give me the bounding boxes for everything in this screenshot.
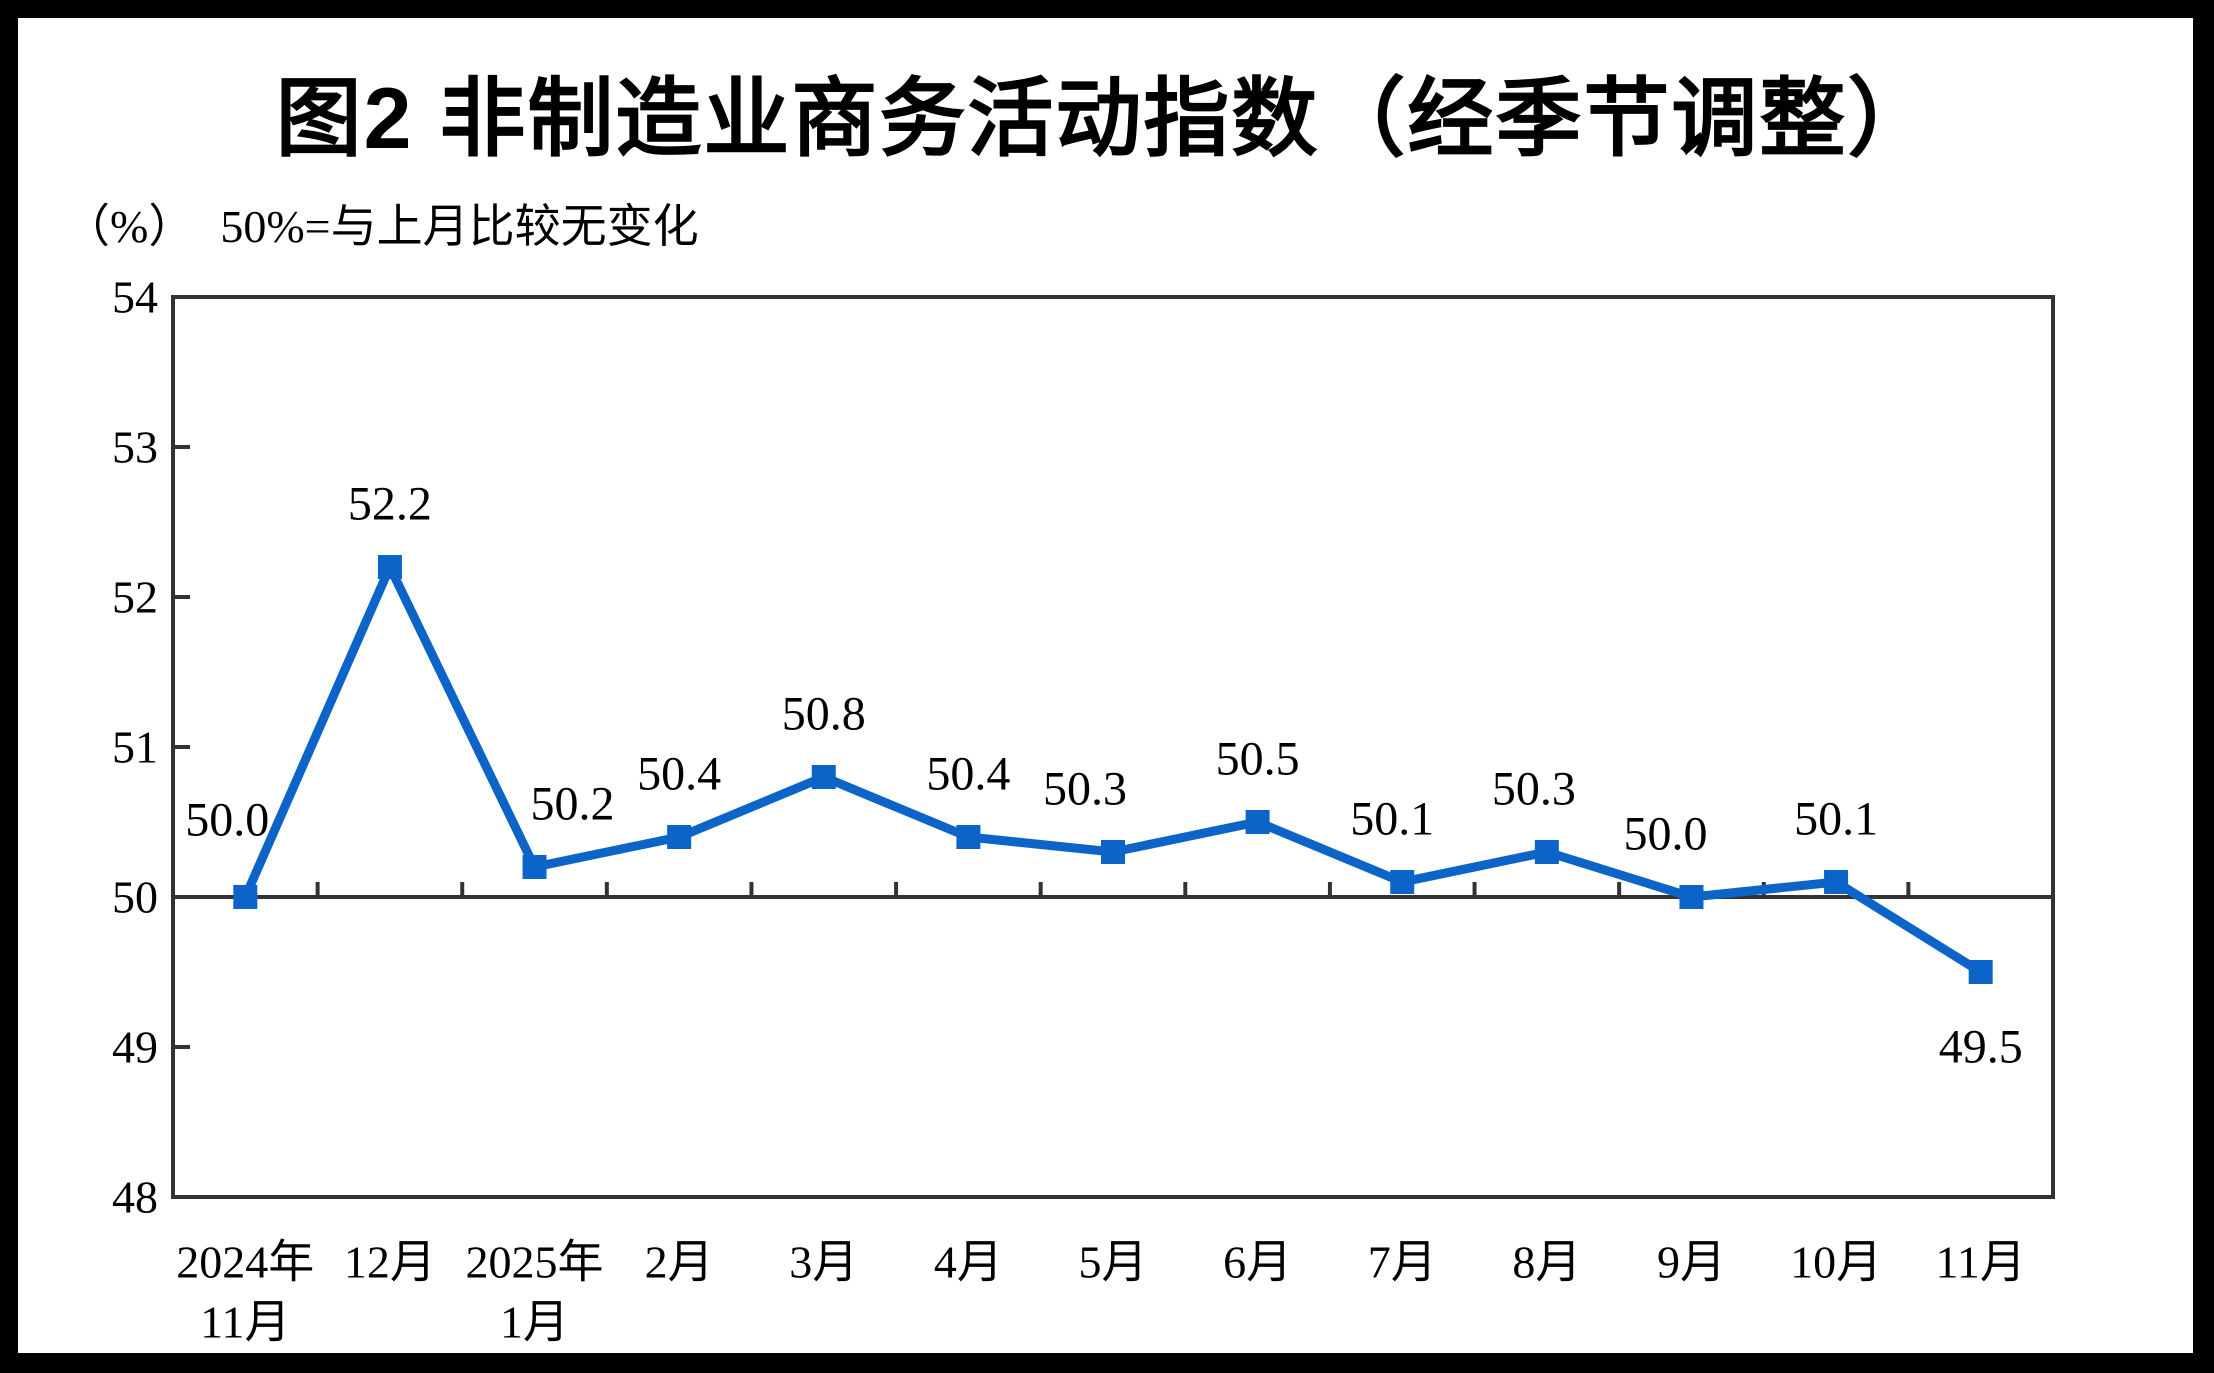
data-point-12月 — [377, 555, 402, 579]
plot-border — [171, 295, 2055, 1199]
y-tick-label: 51 — [112, 722, 158, 773]
x-tick-label-2月: 2月 — [645, 1237, 714, 1288]
x-tick-label-10月: 10月 — [1790, 1237, 1882, 1288]
x-tick-label-9月: 9月 — [1657, 1237, 1726, 1288]
data-label-5月: 50.3 — [1043, 763, 1127, 816]
data-point-2月 — [667, 825, 692, 849]
data-label-9月: 50.0 — [1623, 808, 1707, 861]
data-point-9月 — [1679, 885, 1704, 909]
data-point-5月 — [1101, 840, 1125, 864]
y-tick-label: 54 — [112, 272, 158, 323]
x-tick-label-2024年11月: 2024年 — [176, 1237, 314, 1288]
chart-page: 图2 非制造业商务活动指数（经季节调整） （%） 50%=与上月比较无变化 54 5… — [18, 18, 2193, 1353]
data-point-7月 — [1390, 870, 1415, 894]
data-label-6月: 50.5 — [1216, 733, 1300, 786]
y-axis-unit-label: （%） — [64, 201, 195, 252]
x-tick-label-4月: 4月 — [934, 1237, 1003, 1288]
data-label-8月: 50.3 — [1492, 763, 1576, 816]
x-tick-label-2025年1月: 2025年 — [466, 1237, 604, 1288]
data-label-3月: 50.8 — [782, 688, 866, 741]
data-label-11月: 49.5 — [1939, 1021, 2023, 1074]
x-tick-label-11月: 11月 — [1936, 1237, 2026, 1288]
data-point-11月 — [1968, 960, 1993, 984]
data-label-10月: 50.1 — [1794, 793, 1878, 846]
y-tick-label: 52 — [112, 572, 158, 623]
data-point-8月 — [1534, 840, 1559, 864]
x-tick-label-2024年11月: 11月 — [200, 1297, 290, 1348]
data-point-2025年1月 — [522, 855, 547, 879]
y-tick-label: 48 — [112, 1172, 158, 1223]
non-manufacturing-pmi-line-chart: 54 53 52 51 50 49 48 50.0 52.2 50.2 50.4 50.8 50.4 50… — [112, 272, 2055, 1348]
x-tick-label-12月: 12月 — [344, 1237, 436, 1288]
x-tick-label-3月: 3月 — [789, 1237, 858, 1288]
data-point-10月 — [1824, 870, 1849, 894]
x-tick-label-5月: 5月 — [1079, 1237, 1148, 1288]
x-tick-label-6月: 6月 — [1223, 1237, 1292, 1288]
data-label-4月: 50.4 — [926, 748, 1010, 801]
chart-title: 图2 非制造业商务活动指数（经季节调整） — [275, 71, 1936, 167]
y-tick-label: 53 — [112, 422, 158, 473]
data-label-12月: 52.2 — [348, 478, 432, 531]
x-tick-label-8月: 8月 — [1512, 1237, 1581, 1288]
data-label-2025年1月: 50.2 — [531, 778, 615, 831]
data-label-7月: 50.1 — [1350, 793, 1434, 846]
data-point-3月 — [811, 765, 836, 789]
reference-line-note: 50%=与上月比较无变化 — [220, 201, 699, 252]
data-point-6月 — [1245, 810, 1270, 834]
axis-note: （%） 50%=与上月比较无变化 — [64, 190, 699, 256]
data-label-2024年11月: 50.0 — [185, 794, 269, 847]
data-label-2月: 50.4 — [637, 748, 721, 801]
y-tick-label: 49 — [112, 1022, 158, 1073]
x-tick-label-7月: 7月 — [1368, 1237, 1437, 1288]
x-tick-label-2025年1月: 1月 — [500, 1297, 569, 1348]
y-tick-label: 50 — [112, 872, 158, 923]
data-point-4月 — [956, 825, 981, 849]
data-point-2024年11月 — [233, 885, 258, 909]
